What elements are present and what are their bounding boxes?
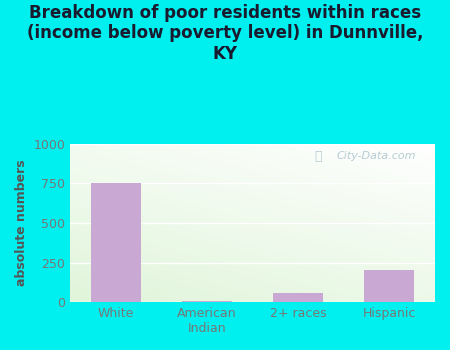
Y-axis label: absolute numbers: absolute numbers (15, 160, 28, 286)
Bar (273, 293, 323, 302)
Text: Breakdown of poor residents within races
(income below poverty level) in Dunnvil: Breakdown of poor residents within races… (27, 4, 423, 63)
Bar (91, 183, 141, 302)
Bar (364, 271, 414, 302)
Text: City-Data.com: City-Data.com (337, 151, 416, 161)
Bar (182, 301, 232, 302)
Text: ⓘ: ⓘ (315, 150, 322, 163)
